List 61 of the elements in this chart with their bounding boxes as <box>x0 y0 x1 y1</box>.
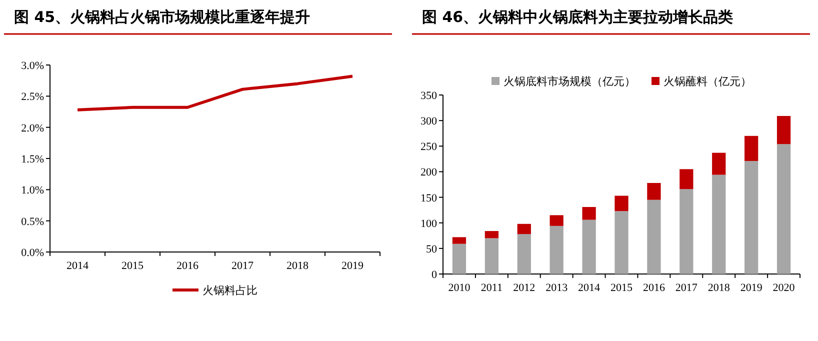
bar <box>550 215 564 226</box>
y-tick-label: 100 <box>420 218 438 230</box>
x-tick-label: 2012 <box>513 282 536 294</box>
bar <box>776 144 791 274</box>
line-series <box>76 74 354 112</box>
y-tick-label: 3.0% <box>21 60 44 72</box>
bar <box>647 200 661 274</box>
y-tick-label: 200 <box>420 166 438 179</box>
bar <box>712 174 726 274</box>
y-tick-label: 1.5% <box>21 154 44 166</box>
bar <box>712 152 726 175</box>
x-tick-label: 2016 <box>176 260 199 272</box>
bar <box>744 136 758 161</box>
bar <box>550 226 564 274</box>
x-tick-label: 2019 <box>740 282 763 294</box>
bar <box>517 224 531 234</box>
x-tick-label: 2018 <box>286 260 309 272</box>
bar <box>614 196 628 212</box>
x-tick-label: 2013 <box>546 282 568 294</box>
bar <box>517 234 531 274</box>
y-tick-label: 150 <box>420 192 438 204</box>
legend-label: 火锅蘸料（亿元） <box>664 75 752 88</box>
bar <box>680 189 694 274</box>
chart-title: 图 46、火锅料中火锅底料为主要拉动增长品类 <box>422 8 734 26</box>
y-tick-label: 250 <box>420 141 438 154</box>
bar <box>614 211 628 274</box>
x-tick-label: 2020 <box>772 282 796 294</box>
y-tick-label: 0.5% <box>21 216 44 228</box>
x-tick-label: 2015 <box>610 282 633 294</box>
x-tick-label: 2014 <box>578 282 601 294</box>
y-tick-label: 300 <box>420 116 438 128</box>
x-tick-label: 2011 <box>480 282 502 294</box>
bar <box>484 238 498 274</box>
bar <box>452 244 466 274</box>
x-tick-label: 2010 <box>448 282 471 294</box>
x-tick-label: 2014 <box>66 260 89 272</box>
bar <box>647 182 661 200</box>
bar <box>582 207 596 220</box>
y-tick-label: 0 <box>432 269 438 281</box>
x-tick-label: 2016 <box>642 282 666 294</box>
x-tick-label: 2019 <box>342 260 364 272</box>
y-tick-label: 50 <box>426 243 438 256</box>
legend-label: 火锅料占比 <box>202 284 258 297</box>
x-tick-label: 2018 <box>708 282 730 294</box>
y-tick-label: 350 <box>420 90 438 102</box>
y-tick-label: 2.0% <box>21 122 44 134</box>
legend-label: 火锅底料市场规模（亿元） <box>504 75 636 88</box>
bar <box>680 169 694 190</box>
y-tick-label: 1.0% <box>21 184 44 197</box>
bar <box>484 231 498 238</box>
chart-title: 图 45、火锅料占火锅市场规模比重逐年提升 <box>14 8 310 26</box>
y-tick-label: 2.5% <box>21 91 44 104</box>
y-tick-label: 0.0% <box>21 247 44 259</box>
x-tick-label: 2015 <box>122 260 144 272</box>
x-tick-label: 2017 <box>675 282 698 294</box>
bar <box>452 237 466 244</box>
bar <box>582 220 596 274</box>
legend: 火锅料占比 <box>172 284 258 297</box>
bar <box>776 116 791 144</box>
x-tick-label: 2017 <box>232 260 254 272</box>
bar <box>744 160 758 274</box>
